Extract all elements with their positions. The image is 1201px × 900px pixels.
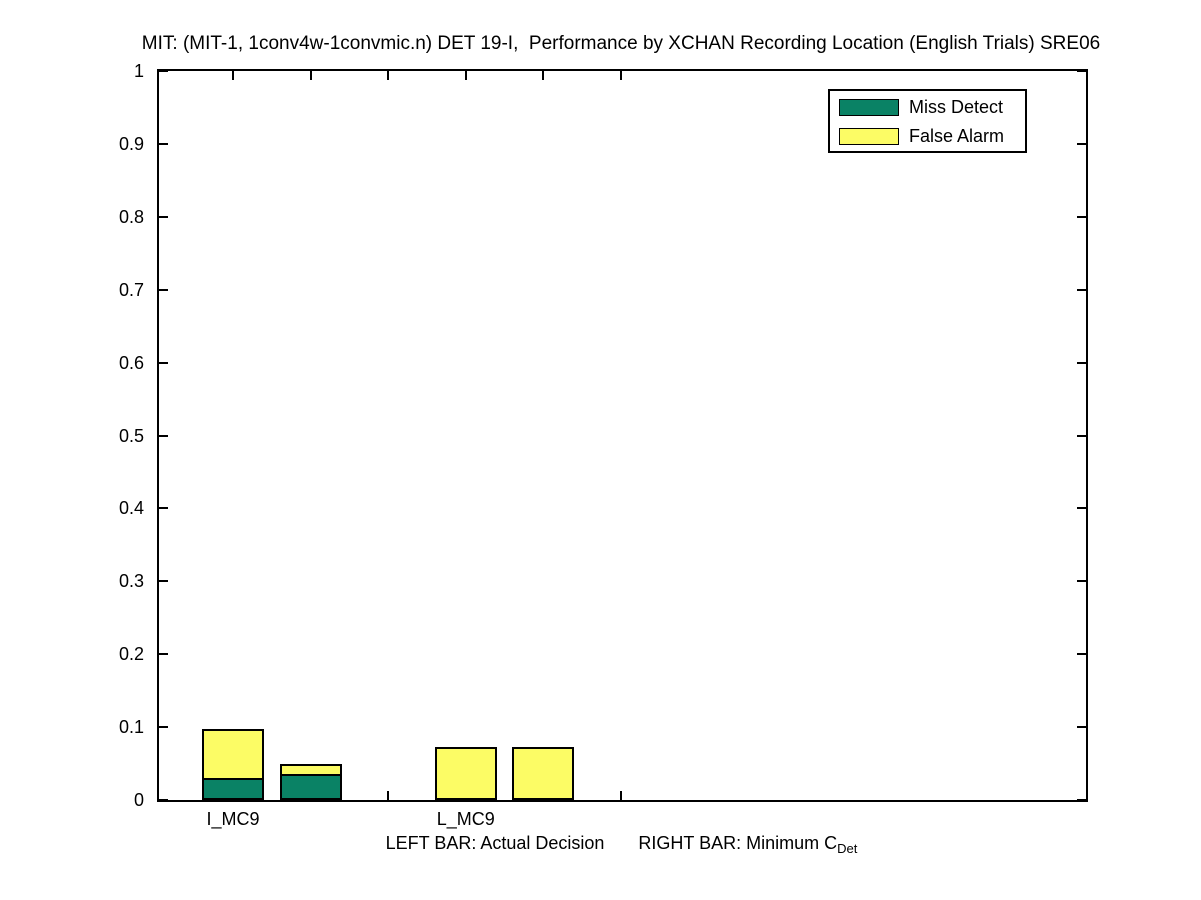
y-tick-label: 0.7 <box>118 279 144 300</box>
y-tick-right <box>1077 361 1086 364</box>
y-tick-label: 0.9 <box>118 133 144 154</box>
y-tick-right <box>1077 507 1086 510</box>
x-tick-top <box>309 71 312 80</box>
y-tick <box>159 215 168 218</box>
y-tick-right <box>1077 142 1086 145</box>
y-tick <box>159 361 168 364</box>
legend-item-false-alarm: False Alarm <box>839 126 1004 147</box>
false-alarm-swatch <box>839 128 899 145</box>
bar-miss-detect-segment <box>202 778 264 800</box>
y-tick <box>159 434 168 437</box>
x-tick-top <box>232 71 234 80</box>
y-tick-right <box>1077 288 1086 291</box>
y-tick <box>159 70 168 72</box>
y-tick-label: 0 <box>133 790 144 810</box>
legend-label-false-alarm: False Alarm <box>909 126 1005 146</box>
x-tick-label: I_MC9 <box>206 809 260 829</box>
y-tick-right <box>1077 726 1086 729</box>
y-tick-label: 0.3 <box>118 571 144 592</box>
plot-area <box>157 69 1088 802</box>
caption-left: LEFT BAR: Actual Decision <box>385 833 605 853</box>
bar-false-alarm-segment <box>434 747 497 800</box>
y-tick-right <box>1077 580 1086 583</box>
y-tick <box>159 799 168 801</box>
y-tick-right <box>1077 653 1086 656</box>
y-tick-label: 0.2 <box>118 644 144 665</box>
y-tick <box>159 580 168 583</box>
y-tick <box>159 507 168 510</box>
legend-label-miss-detect: Miss Detect <box>909 97 1004 117</box>
legend: Miss Detect False Alarm <box>828 89 1027 153</box>
x-tick-top <box>542 71 545 80</box>
y-tick-right <box>1077 70 1086 72</box>
y-tick-right <box>1077 434 1086 437</box>
caption: LEFT BAR: Actual Decision RIGHT BAR: Min… <box>157 833 1086 856</box>
y-tick-label: 0.1 <box>118 717 144 738</box>
x-tick-label: L_MC9 <box>436 809 495 829</box>
y-tick <box>159 653 168 656</box>
y-tick-label: 0.8 <box>118 206 144 227</box>
bar-false-alarm-segment <box>512 747 575 800</box>
x-tick <box>620 791 622 800</box>
x-tick-top <box>464 71 467 80</box>
chart-title: MIT: (MIT-1, 1conv4w-1convmic.n) DET 19-… <box>141 33 1101 54</box>
y-tick <box>159 142 168 145</box>
caption-right: RIGHT BAR: Minimum C <box>638 833 838 853</box>
y-tick-label: 0.4 <box>118 498 144 519</box>
y-tick <box>159 288 168 291</box>
x-tick-top <box>620 71 622 80</box>
x-tick-top <box>387 71 390 80</box>
y-tick-right <box>1077 799 1086 801</box>
x-tick <box>387 791 390 800</box>
bar-miss-detect-segment <box>279 774 342 800</box>
y-tick-label: 0.5 <box>118 425 144 446</box>
y-tick-right <box>1077 215 1086 218</box>
y-tick-label: 0.6 <box>118 352 144 373</box>
y-tick <box>159 726 168 729</box>
y-tick-label: 1 <box>133 61 144 81</box>
miss-detect-swatch <box>839 99 899 116</box>
legend-item-miss-detect: Miss Detect <box>839 97 1003 118</box>
caption-subscript: Det <box>837 841 858 856</box>
